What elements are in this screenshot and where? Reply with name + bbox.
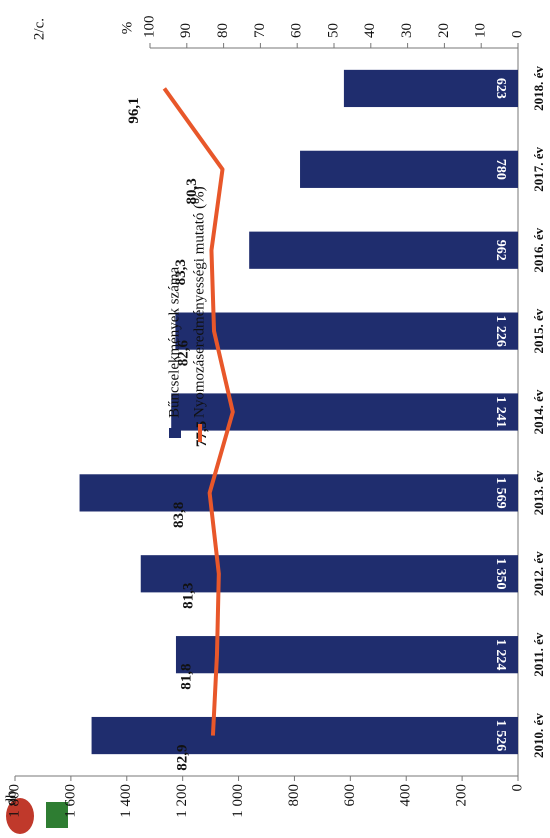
line-value-label: 82,9 [174, 744, 190, 770]
y2-tick-label: 10 [473, 23, 489, 38]
x-tick-label: 2013. év [531, 470, 546, 515]
legend-swatch [169, 428, 181, 438]
y-tick-label: 1 000 [230, 784, 246, 818]
bar [343, 69, 518, 108]
y-tick-label: 400 [398, 784, 414, 807]
bar [249, 231, 518, 269]
y-tick-label: 1 600 [62, 784, 78, 818]
line-value-label: 77,5 [194, 421, 210, 447]
y-tick-label: 1 800 [6, 784, 22, 818]
y-tick-label: 200 [454, 784, 470, 807]
y2-tick-label: 80 [215, 23, 231, 38]
line-value-label: 82,6 [175, 339, 191, 366]
y2-tick-label: 40 [362, 23, 378, 38]
line-value-label: 83,3 [173, 259, 189, 285]
y-tick-label: 600 [342, 784, 358, 807]
bar-value-label: 1 526 [493, 720, 508, 752]
bar [140, 555, 518, 593]
legend-label: Nyomozáseredményességi mutató (%) [191, 186, 207, 418]
logo-shape [46, 802, 68, 828]
line-value-label: 96,1 [126, 97, 142, 123]
y2-unit-label: % [119, 22, 135, 35]
x-tick-label: 2016. év [531, 227, 546, 272]
bar [300, 150, 518, 188]
x-tick-label: 2014. év [531, 389, 546, 434]
y-tick-label: 1 200 [174, 784, 190, 818]
x-tick-label: 2010. év [531, 713, 546, 758]
y2-tick-label: 100 [141, 16, 157, 39]
x-tick-label: 2012. év [531, 551, 546, 596]
y-tick-label: 1 400 [118, 784, 134, 818]
line-value-label: 81,3 [180, 583, 196, 609]
bar-value-label: 1 241 [493, 396, 508, 428]
y2-tick-label: 70 [252, 23, 268, 38]
line [162, 87, 235, 736]
bar-value-label: 1 569 [493, 477, 508, 509]
bar-value-label: 780 [493, 159, 508, 180]
y2-tick-label: 30 [399, 23, 415, 38]
y2-tick-label: 50 [325, 23, 341, 38]
y-unit-label: db [3, 791, 19, 806]
y-tick-label: 0 [509, 784, 525, 792]
bar [91, 716, 518, 755]
x-tick-label: 2018. év [531, 66, 546, 111]
x-tick-label: 2011. év [531, 632, 546, 677]
logo-shape [6, 798, 34, 834]
page-label: 2/c. [31, 18, 47, 40]
y2-tick-label: 0 [509, 31, 525, 39]
line-value-label: 80,3 [184, 178, 200, 204]
x-tick-label: 2015. év [531, 308, 546, 353]
logo [6, 798, 68, 834]
bar-value-label: 1 226 [493, 315, 508, 347]
y2-tick-label: 90 [178, 23, 194, 38]
bar-value-label: 1 350 [493, 558, 508, 590]
bar [175, 312, 518, 350]
line-value-label: 81,8 [178, 664, 194, 690]
line-value-label: 83,8 [171, 502, 187, 528]
bar [171, 393, 518, 431]
y2-tick-label: 60 [289, 23, 305, 38]
bar [79, 474, 518, 512]
bar-value-label: 623 [493, 78, 508, 99]
x-tick-label: 2017. év [531, 146, 546, 191]
bar-value-label: 1 224 [493, 639, 508, 671]
y-tick-label: 800 [286, 784, 302, 807]
bar-value-label: 962 [493, 240, 508, 261]
y2-tick-label: 20 [436, 23, 452, 38]
legend-label: Bűncselekmények száma [166, 266, 182, 418]
bar [175, 636, 519, 674]
